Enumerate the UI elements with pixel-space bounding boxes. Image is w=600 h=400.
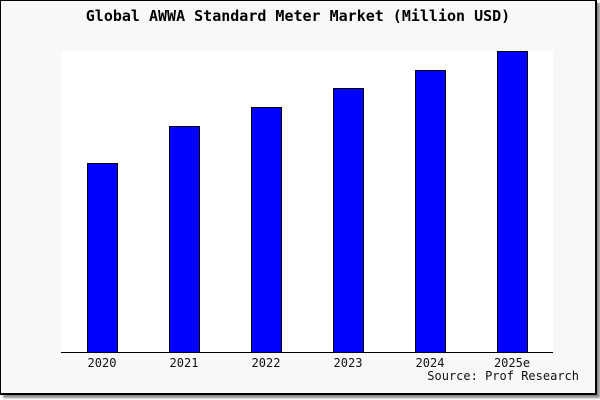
x-tick-label-2022: 2022	[251, 356, 281, 370]
bar-2025e	[496, 51, 528, 352]
plot-area	[61, 51, 553, 353]
bar-slot-2022	[225, 51, 307, 352]
bar-2022	[250, 106, 282, 352]
x-tick-label-2023: 2023	[333, 356, 363, 370]
x-tick-label-2020: 2020	[87, 356, 117, 370]
bar-2020	[86, 163, 118, 352]
chart-title: Global AWWA Standard Meter Market (Milli…	[85, 7, 511, 25]
bar-2023	[332, 88, 364, 352]
bar-slot-2020	[61, 51, 143, 352]
x-tick-label-2025e: 2025e	[493, 356, 531, 370]
bar-slot-2021	[143, 51, 225, 352]
bar-slot-2023	[307, 51, 389, 352]
bar-slot-2025e	[471, 51, 553, 352]
x-axis-labels: 2020 2021 2022 2023 2024 2025e	[61, 356, 553, 370]
source-note: Source: Prof Research	[427, 369, 579, 383]
bar-slot-2024	[389, 51, 471, 352]
x-tick-label-2021: 2021	[169, 356, 199, 370]
x-tick-label-2024: 2024	[415, 356, 445, 370]
bar-2021	[168, 125, 200, 352]
bar-2024	[414, 70, 446, 352]
